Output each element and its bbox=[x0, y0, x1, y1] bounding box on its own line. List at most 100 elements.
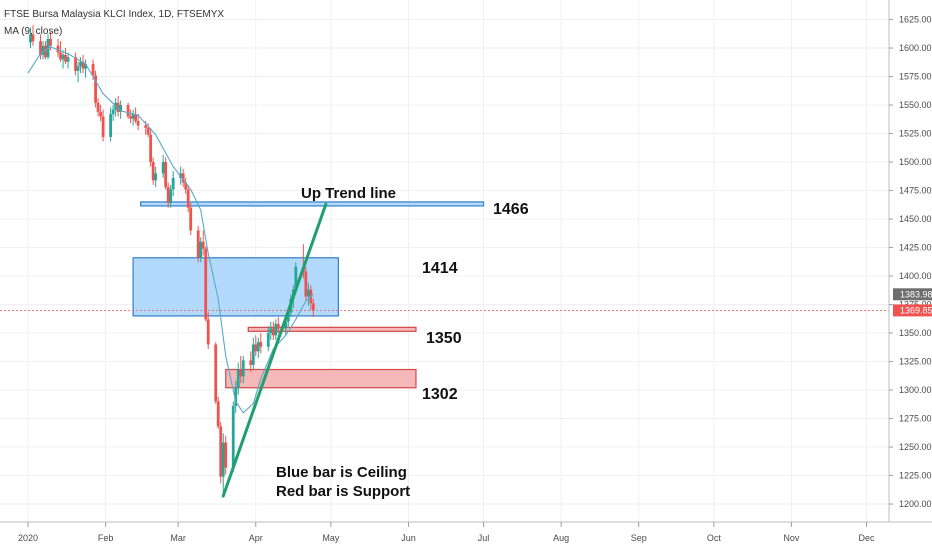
x-tick-label: Aug bbox=[553, 533, 569, 543]
candle-body bbox=[76, 66, 80, 71]
candle-body bbox=[239, 369, 243, 377]
candle bbox=[204, 246, 208, 322]
candle-body bbox=[189, 207, 193, 231]
y-tick-label: 1425.00 bbox=[899, 243, 932, 253]
time-axis[interactable]: 2020 Feb Mar Apr May Jun Jul Aug Sep Oct Nov Dec bbox=[18, 522, 875, 543]
candle bbox=[224, 435, 228, 475]
candle bbox=[134, 107, 138, 124]
candle-body bbox=[44, 45, 47, 58]
y-tick-label: 1200.00 bbox=[899, 499, 932, 509]
candle bbox=[149, 127, 153, 167]
candle-body bbox=[284, 321, 288, 329]
candle bbox=[274, 319, 278, 340]
candle-body bbox=[29, 34, 32, 43]
candle-body bbox=[154, 173, 158, 181]
candle bbox=[81, 54, 85, 74]
candle-body bbox=[216, 401, 220, 427]
candle bbox=[236, 362, 240, 395]
symbol-title: FTSE Bursa Malaysia KLCI Index, 1D, FTSE… bbox=[4, 9, 224, 20]
x-tick-label: Dec bbox=[858, 533, 875, 543]
candle bbox=[59, 41, 62, 62]
ma-value-label: 1383.98 bbox=[900, 289, 932, 299]
candle bbox=[109, 107, 112, 142]
y-tick-label: 1325.00 bbox=[899, 357, 932, 367]
candle bbox=[94, 70, 97, 108]
candle bbox=[154, 166, 158, 188]
candle-body bbox=[311, 303, 315, 311]
x-tick-label: Oct bbox=[707, 533, 722, 543]
candle-body bbox=[181, 173, 185, 183]
candle-body bbox=[149, 134, 153, 163]
candle-body bbox=[96, 102, 100, 112]
y-tick-label: 1500.00 bbox=[899, 157, 932, 167]
x-tick-label: Apr bbox=[249, 533, 263, 543]
candle-body bbox=[84, 63, 87, 69]
candle-body bbox=[271, 328, 275, 336]
candle-body bbox=[131, 114, 135, 119]
x-tick-label: Jul bbox=[478, 533, 490, 543]
y-tick-label: 1475.00 bbox=[899, 186, 932, 196]
candle-body bbox=[259, 342, 263, 347]
candle-body bbox=[276, 323, 280, 329]
ceiling-zone-1414 bbox=[132, 257, 339, 317]
candle bbox=[151, 157, 155, 185]
candle bbox=[111, 105, 115, 121]
candle-body bbox=[49, 38, 52, 46]
candle bbox=[161, 155, 165, 178]
y-tick-label: 1525.00 bbox=[899, 129, 932, 139]
candle bbox=[99, 105, 102, 121]
x-tick-label: 2020 bbox=[18, 533, 38, 543]
candle bbox=[196, 225, 200, 263]
candle-body bbox=[169, 189, 173, 204]
price-axis[interactable]: 1625.00 1600.00 1575.00 1550.00 1525.00 1500.… bbox=[889, 15, 932, 509]
candle-body bbox=[304, 271, 308, 297]
candle bbox=[166, 182, 170, 208]
candle-body bbox=[64, 54, 67, 62]
candle-body bbox=[201, 241, 205, 249]
candle bbox=[199, 237, 203, 263]
candle bbox=[61, 50, 65, 69]
candle-body bbox=[196, 230, 200, 258]
candle-body bbox=[111, 109, 115, 115]
candle bbox=[84, 59, 87, 78]
candle-body bbox=[39, 41, 42, 55]
candle bbox=[119, 100, 123, 119]
candle-body bbox=[116, 102, 120, 112]
candle-body bbox=[146, 127, 150, 135]
x-tick-label: Feb bbox=[98, 533, 114, 543]
candle-body bbox=[126, 105, 130, 117]
ma-value-tag: 1383.98 bbox=[893, 288, 932, 301]
candle bbox=[206, 312, 210, 349]
candle bbox=[271, 321, 275, 340]
candle bbox=[201, 230, 205, 256]
candle-body bbox=[234, 387, 238, 406]
candle-body bbox=[249, 360, 253, 365]
up-trend-line bbox=[221, 202, 328, 498]
candle-body bbox=[251, 344, 255, 365]
indicator-legend: MA (9, close) bbox=[4, 26, 62, 37]
candle bbox=[169, 184, 173, 208]
candle-body bbox=[254, 344, 258, 352]
candle bbox=[189, 203, 193, 235]
candle bbox=[66, 52, 70, 69]
candle bbox=[31, 25, 35, 46]
candle-body bbox=[214, 344, 218, 402]
candle-body bbox=[236, 369, 240, 388]
candle-body bbox=[129, 116, 133, 119]
zone-label-1350: 1350 bbox=[426, 330, 462, 347]
candle bbox=[234, 380, 238, 413]
candle-body bbox=[99, 111, 102, 117]
candle bbox=[184, 177, 188, 194]
candle bbox=[64, 48, 67, 64]
y-tick-label: 1575.00 bbox=[899, 72, 932, 82]
candle-body bbox=[59, 52, 62, 60]
y-tick-label: 1225.00 bbox=[899, 471, 932, 481]
note-ceiling: Blue bar is Ceiling bbox=[276, 464, 407, 481]
y-tick-label: 1450.00 bbox=[899, 214, 932, 224]
candle-body bbox=[166, 187, 170, 204]
candle-body bbox=[41, 45, 45, 55]
candle bbox=[239, 355, 243, 384]
support-zone-1302 bbox=[225, 368, 417, 389]
candle-body bbox=[136, 120, 140, 126]
